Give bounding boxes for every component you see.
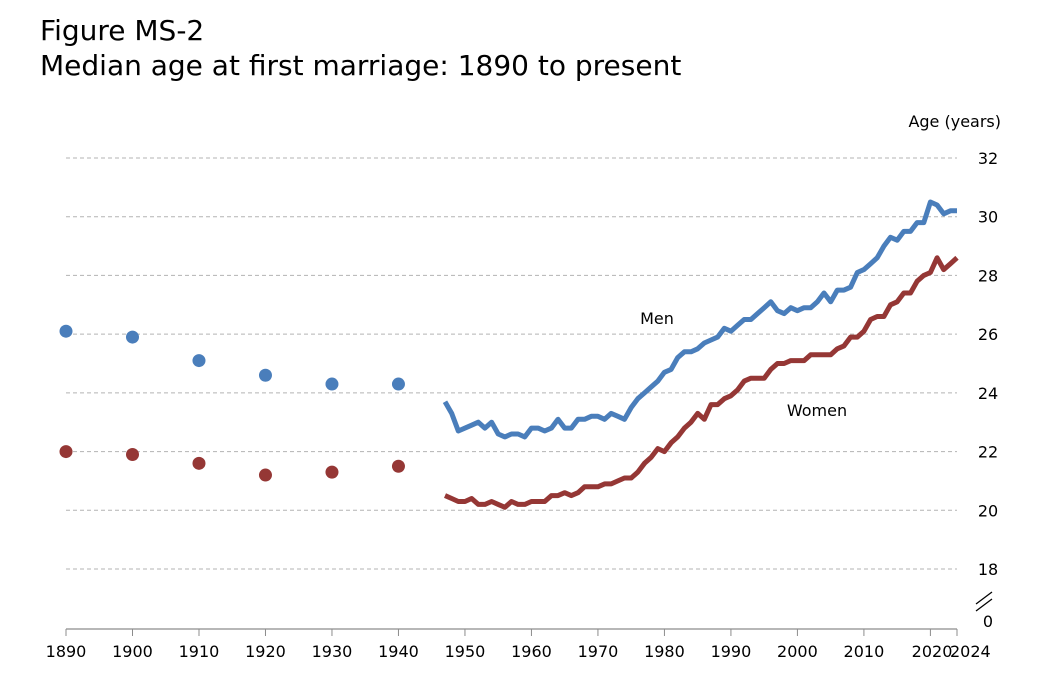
y-tick-label: 24 [978, 384, 998, 403]
women-line [444, 255, 959, 510]
men-line [442, 199, 957, 440]
x-tick-label: 1980 [644, 642, 685, 661]
men-series-label: Men [640, 309, 674, 328]
figure-label: Figure MS-2 [40, 14, 205, 47]
y-tick-label: 22 [978, 443, 998, 462]
women-decennial-point [192, 456, 206, 470]
data-series [59, 199, 959, 510]
men-decennial-point [192, 354, 206, 368]
y-tick-label: 0 [983, 612, 993, 631]
x-tick-label: 1900 [112, 642, 153, 661]
x-tick-label: 1940 [378, 642, 419, 661]
x-tick-label: 2024 [950, 642, 991, 661]
y-axis-title: Age (years) [908, 112, 1001, 131]
x-tick-label: 2010 [844, 642, 885, 661]
x-tick-label: 1920 [245, 642, 286, 661]
x-tick-label: 1890 [46, 642, 87, 661]
x-tick-label: 1910 [179, 642, 220, 661]
y-tick-label: 28 [978, 266, 998, 285]
gridlines [66, 157, 957, 570]
x-tick-label: 2000 [777, 642, 818, 661]
x-tick-label: 1970 [578, 642, 619, 661]
y-tick-label: 32 [978, 149, 998, 168]
men-decennial-point [59, 324, 73, 338]
women-series-label: Women [787, 401, 847, 420]
men-decennial-point [125, 330, 139, 344]
x-tick-label: 1950 [445, 642, 486, 661]
men-decennial-point [325, 377, 339, 391]
axis-break-mark [975, 598, 993, 612]
men-decennial-point [391, 377, 405, 391]
y-tick-label: 26 [978, 325, 998, 344]
x-tick-label: 2020 [912, 642, 953, 661]
women-decennial-point [391, 459, 405, 473]
x-tick-label: 1960 [511, 642, 552, 661]
women-decennial-point [258, 468, 272, 482]
women-decennial-point [59, 445, 73, 459]
y-tick-label: 30 [978, 208, 998, 227]
chart-title: Median age at first marriage: 1890 to pr… [40, 49, 682, 82]
women-decennial-point [325, 465, 339, 479]
y-tick-label: 18 [978, 560, 998, 579]
women-decennial-point [125, 448, 139, 462]
axis-break-mark [975, 591, 993, 605]
men-decennial-point [258, 368, 272, 382]
x-tick-label: 1930 [312, 642, 353, 661]
x-tick-label: 1990 [711, 642, 752, 661]
axes: 0 18 20 22 24 26 28 30 32 Age (years) 1890 1900 1910… [46, 112, 1001, 661]
chart-labels: Men Women [640, 309, 847, 420]
y-tick-label: 20 [978, 501, 998, 520]
